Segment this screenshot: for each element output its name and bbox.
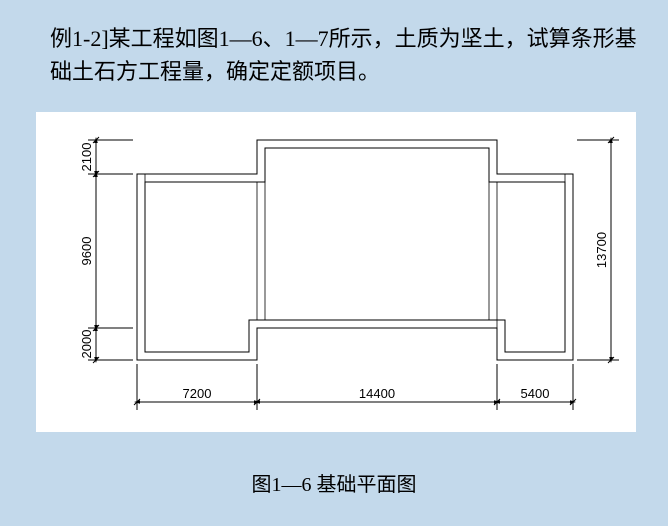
dim-l-9600: 9600 [79,237,94,266]
plan-svg: 7200 14400 5400 2100 9600 2000 13700 [36,112,636,432]
figure-caption: 图1—6 基础平面图 [0,468,668,497]
dim-l-2100: 2100 [79,143,94,172]
plan-drawing-panel: 7200 14400 5400 2100 9600 2000 13700 [36,112,636,432]
outer-wall-outline [137,140,573,360]
problem-statement: 例1-2]某工程如图1—6、1—7所示，土质为坚土，试算条形基础土石方工程量，确… [50,22,640,88]
dim-r-13700: 13700 [594,232,609,268]
dim-b-14400: 14400 [359,386,395,401]
outer-wall-inner-edge [145,148,565,352]
problem-text: 例1-2]某工程如图1—6、1—7所示，土质为坚土，试算条形基础土石方工程量，确… [50,26,637,84]
dim-b-7200: 7200 [183,386,212,401]
dim-l-2000: 2000 [79,330,94,359]
caption-text: 图1—6 基础平面图 [252,474,417,496]
dim-b-5400: 5400 [521,386,550,401]
